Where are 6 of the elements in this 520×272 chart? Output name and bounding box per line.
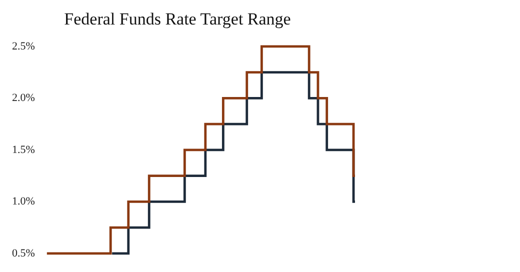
y-tick-label: 0.5%	[12, 247, 35, 260]
y-tick-label: 2.5%	[12, 40, 35, 52]
chart-title: Federal Funds Rate Target Range	[64, 10, 291, 29]
y-tick-label: 2.0%	[12, 92, 35, 104]
y-tick-label: 1.5%	[12, 144, 35, 156]
y-tick-label: 1.0%	[12, 196, 35, 208]
